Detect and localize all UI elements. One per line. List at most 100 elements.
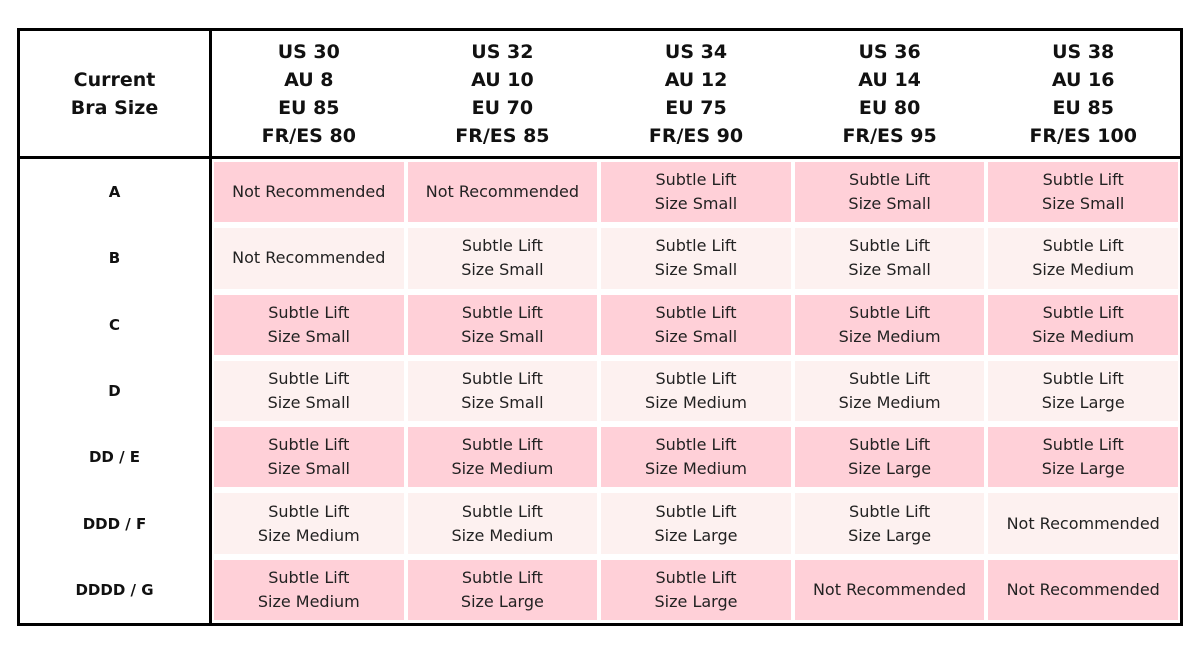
table-cell: Subtle Lift Size Small xyxy=(212,292,406,358)
cell-background: Not Recommended xyxy=(794,559,985,620)
cell-text: Size Medium xyxy=(451,525,554,545)
cell-text: Subtle Lift xyxy=(849,170,931,190)
header-text: Bra Size xyxy=(70,96,159,119)
cell-text: Size Large xyxy=(848,459,932,479)
cell-background: Subtle Lift Size Medium xyxy=(601,427,791,488)
row-label: D xyxy=(20,357,212,425)
cell-text: Not Recommended xyxy=(232,182,386,202)
cell-background: Subtle Lift Size Large xyxy=(988,360,1178,422)
cell-text: Size Small xyxy=(267,459,350,479)
cell-text: Subtle Lift xyxy=(655,501,737,521)
cell-text: Size Large xyxy=(460,591,544,611)
row-label-text: A xyxy=(108,183,121,202)
cell-background: Subtle Lift Size Medium xyxy=(794,294,985,355)
table-cell: Subtle Lift Size Small xyxy=(212,358,406,424)
header-text: AU 10 xyxy=(471,68,534,91)
cell-text: Subtle Lift xyxy=(849,501,931,521)
cell-text: Size Large xyxy=(848,525,932,545)
row-label: DDDD / G xyxy=(20,556,212,623)
table-cell: Subtle Lift Size Large xyxy=(599,557,793,623)
cell-background: Subtle Lift Size Large xyxy=(794,427,985,488)
table-cell: Subtle Lift Size Medium xyxy=(406,490,600,556)
cell-text: Size Large xyxy=(654,525,738,545)
cell-text: Subtle Lift xyxy=(461,302,543,322)
cell-text: Size Small xyxy=(461,260,544,280)
cell-text: Subtle Lift xyxy=(655,368,737,388)
cell-background: Not Recommended xyxy=(214,228,404,289)
cell-background: Subtle Lift Size Large xyxy=(601,493,791,554)
table-cell: Subtle Lift Size Medium xyxy=(986,292,1180,358)
cell-text: Subtle Lift xyxy=(268,368,350,388)
cell-background: Subtle Lift Size Small xyxy=(794,228,985,289)
cell-background: Subtle Lift Size Medium xyxy=(988,294,1178,355)
cell-text: Not Recommended xyxy=(232,248,386,268)
cell-background: Subtle Lift Size Large xyxy=(988,427,1178,488)
cell-text: Size Small xyxy=(1042,194,1125,214)
table-cell: Not Recommended xyxy=(986,490,1180,556)
row-label-text: B xyxy=(108,249,121,268)
size-table: Current Bra Size US 30 AU 8 EU 85 FR/ES 80 US … xyxy=(17,28,1183,626)
header-text: FR/ES 80 xyxy=(261,124,356,147)
row-label: DD / E xyxy=(20,424,212,491)
cell-text: Subtle Lift xyxy=(268,567,350,587)
cell-text: Subtle Lift xyxy=(849,236,931,256)
table-cell: Subtle Lift Size Large xyxy=(793,490,987,556)
cell-text: Subtle Lift xyxy=(461,236,543,256)
cell-text: Size Small xyxy=(654,194,738,214)
column-header: US 38 AU 16 EU 85 FR/ES 100 xyxy=(986,31,1180,159)
column-header: US 34 AU 12 EU 75 FR/ES 90 xyxy=(599,31,793,159)
cell-background: Subtle Lift Size Medium xyxy=(988,228,1178,289)
cell-text: Not Recommended xyxy=(425,182,580,202)
header-text: FR/ES 85 xyxy=(455,124,550,147)
cell-text: Subtle Lift xyxy=(655,236,737,256)
cell-background: Subtle Lift Size Large xyxy=(407,559,598,620)
cell-text: Subtle Lift xyxy=(268,435,350,455)
cell-background: Subtle Lift Size Medium xyxy=(601,360,791,422)
cell-text: Size Small xyxy=(461,326,544,346)
cell-text: Subtle Lift xyxy=(461,567,543,587)
table-cell: Subtle Lift Size Medium xyxy=(986,225,1180,291)
header-text: AU 16 xyxy=(1051,68,1115,91)
cell-background: Subtle Lift Size Medium xyxy=(407,493,598,554)
table-cell: Subtle Lift Size Medium xyxy=(212,490,406,556)
cell-text: Size Small xyxy=(267,326,350,346)
row-label-text: D xyxy=(108,381,121,400)
cell-text: Size Medium xyxy=(1032,260,1135,280)
cell-text: Not Recommended xyxy=(812,579,967,599)
row-label-text: DD / E xyxy=(88,448,141,467)
cell-text: Subtle Lift xyxy=(268,501,350,521)
header-text: US 34 xyxy=(664,40,728,63)
table-cell: Subtle Lift Size Large xyxy=(599,490,793,556)
table-cell: Subtle Lift Size Small xyxy=(599,292,793,358)
table-cell: Not Recommended xyxy=(986,557,1180,623)
header-text: EU 85 xyxy=(278,96,340,119)
header-text: EU 85 xyxy=(1052,96,1114,119)
cell-background: Subtle Lift Size Large xyxy=(601,559,791,620)
cell-text: Subtle Lift xyxy=(268,302,350,322)
table-cell: Not Recommended xyxy=(212,159,406,225)
cell-background: Subtle Lift Size Small xyxy=(601,162,791,223)
cell-text: Subtle Lift xyxy=(1042,170,1124,190)
cell-text: Subtle Lift xyxy=(655,435,737,455)
cell-background: Subtle Lift Size Small xyxy=(214,427,404,488)
cell-background: Not Recommended xyxy=(407,162,598,223)
table-cell: Subtle Lift Size Medium xyxy=(406,424,600,490)
row-label: A xyxy=(20,159,212,226)
table-cell: Subtle Lift Size Small xyxy=(793,159,987,225)
column-header: US 32 AU 10 EU 70 FR/ES 85 xyxy=(405,31,600,159)
table-cell: Subtle Lift Size Large xyxy=(793,424,987,490)
row-label-text: C xyxy=(108,315,120,334)
cell-text: Subtle Lift xyxy=(849,302,931,322)
row-label-text: DDDD / G xyxy=(75,580,154,599)
cell-background: Not Recommended xyxy=(988,493,1178,554)
cell-text: Subtle Lift xyxy=(461,368,543,388)
cell-background: Subtle Lift Size Medium xyxy=(214,559,404,620)
cell-text: Size Small xyxy=(654,260,738,280)
cell-background: Subtle Lift Size Small xyxy=(988,162,1178,223)
cell-text: Size Medium xyxy=(838,392,941,412)
cell-background: Subtle Lift Size Small xyxy=(407,360,598,422)
cell-text: Not Recommended xyxy=(1006,579,1160,599)
row-label: C xyxy=(20,291,212,358)
header-text: FR/ES 90 xyxy=(648,124,744,147)
